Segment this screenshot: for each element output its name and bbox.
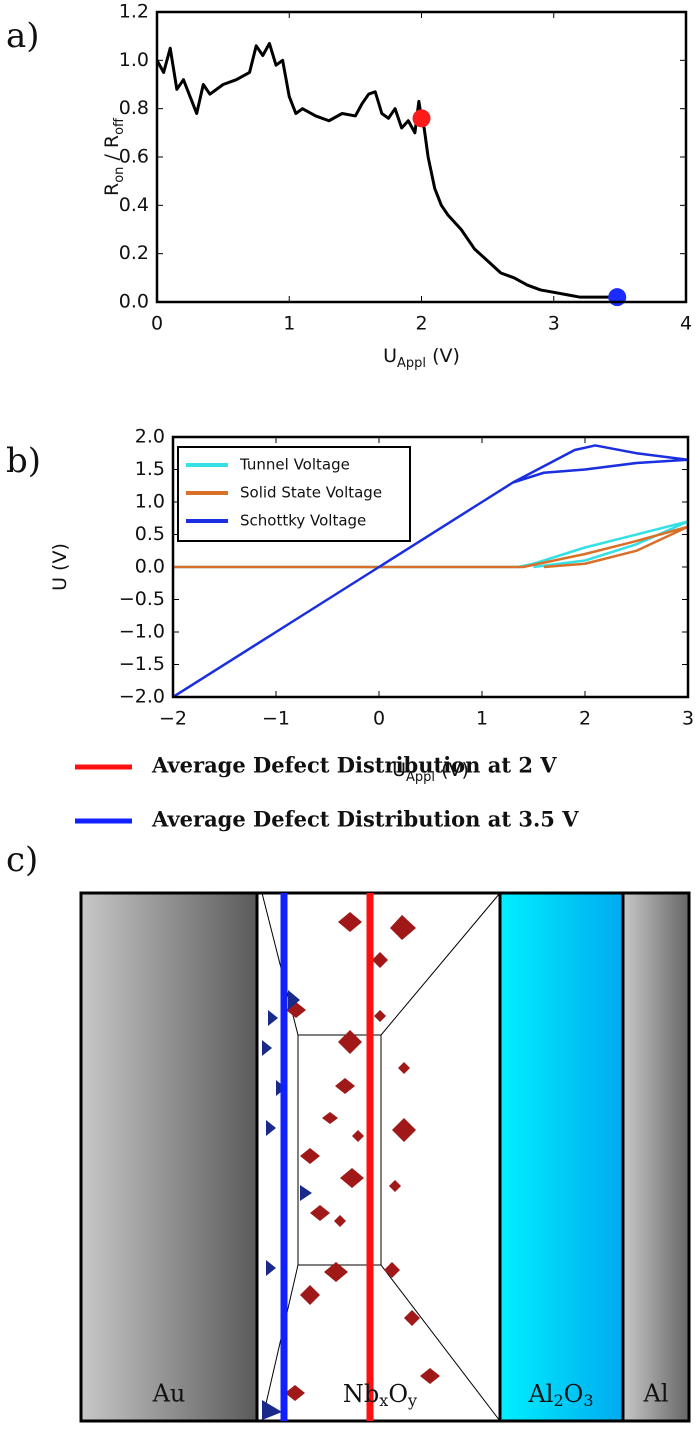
charts: a) 0 1 2 3 4 0.0 0.2 0.4 0.6 0.8 1.0 1.2 UAppl (V) Ron… bbox=[6, 1, 694, 785]
y-tick-label: 0.2 bbox=[119, 242, 149, 264]
y-tick-label: 1.2 bbox=[119, 1, 149, 23]
y-tick-label: 2.0 bbox=[135, 426, 165, 448]
x-tick-label: 1 bbox=[476, 708, 488, 730]
x-tick-label: −2 bbox=[159, 708, 187, 730]
al-layer bbox=[621, 891, 691, 1423]
legend-label: Solid State Voltage bbox=[240, 484, 382, 502]
defects bbox=[285, 912, 440, 1401]
diagram: c) Average Defect Distribution at 2 V Av… bbox=[6, 753, 691, 1423]
y-tick-label: −0.5 bbox=[119, 588, 165, 610]
series-line bbox=[157, 41, 618, 299]
y-tick-label: 1.0 bbox=[135, 491, 165, 513]
layer-label: Al2O3 bbox=[527, 1380, 593, 1410]
y-tick-label: −1.5 bbox=[119, 653, 165, 675]
x-axis-label: UAppl (V) bbox=[383, 345, 460, 371]
x-tick-label: 4 bbox=[680, 313, 692, 335]
marker bbox=[608, 288, 627, 307]
layer-label: Al bbox=[642, 1380, 668, 1408]
x-tick-label: 0 bbox=[373, 708, 385, 730]
marker bbox=[412, 109, 431, 128]
y-tick-label: 0.8 bbox=[119, 97, 149, 119]
legend-label: Schottky Voltage bbox=[240, 512, 366, 530]
y-tick-label: 1.0 bbox=[119, 49, 149, 71]
au-layer bbox=[79, 891, 259, 1423]
y-axis-label: U (V) bbox=[49, 543, 71, 591]
y-tick-label: 0.0 bbox=[135, 556, 165, 578]
zoom-frame bbox=[261, 892, 501, 1422]
y-tick-label: −2.0 bbox=[119, 686, 165, 708]
x-tick-label: −1 bbox=[262, 708, 290, 730]
x-tick-label: 0 bbox=[151, 313, 163, 335]
nb-layer bbox=[255, 891, 502, 1423]
legend-label: Tunnel Voltage bbox=[239, 456, 350, 474]
y-tick-label: 0.0 bbox=[119, 291, 149, 313]
layer-label: Au bbox=[152, 1380, 186, 1408]
panel-label: b) bbox=[6, 441, 41, 481]
legend-label: Average Defect Distribution at 2 V bbox=[151, 753, 557, 778]
x-tick-label: 2 bbox=[415, 313, 427, 335]
plot-frame bbox=[155, 10, 688, 304]
panel-label: c) bbox=[6, 840, 38, 880]
y-tick-label: 0.4 bbox=[119, 194, 149, 216]
y-tick-label: −1.0 bbox=[119, 621, 165, 643]
panel-label: a) bbox=[6, 16, 40, 56]
x-tick-label: 3 bbox=[548, 313, 560, 335]
x-tick-label: 1 bbox=[283, 313, 295, 335]
series-line bbox=[173, 444, 688, 697]
y-tick-label: 1.5 bbox=[135, 458, 165, 480]
x-tick-label: 2 bbox=[579, 708, 591, 730]
legend-label: Average Defect Distribution at 3.5 V bbox=[151, 807, 579, 832]
x-tick-label: 3 bbox=[682, 708, 694, 730]
y-tick-label: 0.6 bbox=[119, 146, 149, 168]
defects bbox=[262, 990, 312, 1420]
layer-label: NbxOy bbox=[343, 1380, 417, 1410]
al2o3-layer bbox=[498, 891, 625, 1423]
x-axis-label: UAppl (V) bbox=[392, 759, 469, 785]
series-line bbox=[173, 525, 688, 569]
y-axis-label: Ron / Roff bbox=[101, 117, 127, 196]
plot-frame bbox=[171, 435, 690, 699]
y-tick-label: 0.5 bbox=[135, 523, 165, 545]
